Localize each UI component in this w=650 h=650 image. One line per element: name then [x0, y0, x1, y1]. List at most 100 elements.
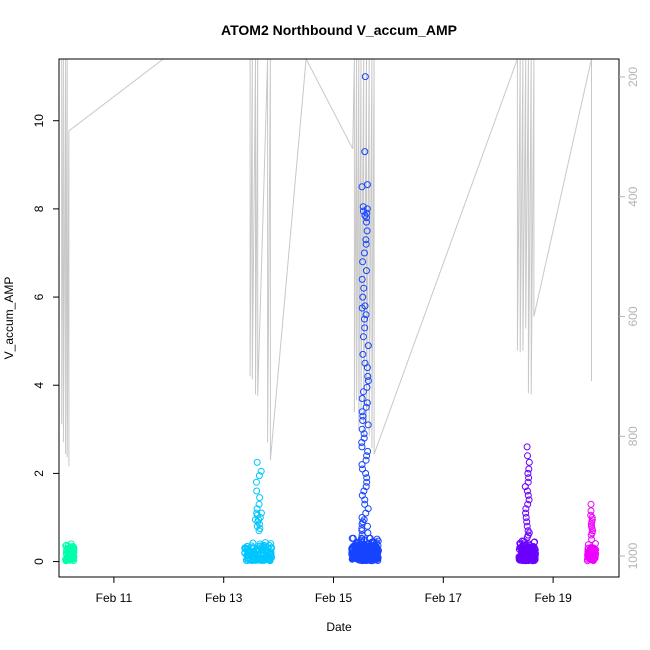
data-point	[587, 520, 595, 528]
data-point	[519, 545, 527, 553]
data-point	[587, 507, 595, 515]
data-point	[359, 293, 367, 301]
data-point	[358, 183, 366, 191]
data-point	[367, 552, 374, 560]
data-point	[363, 452, 371, 460]
data-point	[267, 540, 275, 548]
y2-tick-label: 400	[626, 186, 640, 206]
data-point	[363, 227, 371, 235]
y-tick-label: 6	[32, 293, 46, 300]
data-point	[359, 412, 367, 420]
data-point	[362, 311, 370, 319]
y-tick-label: 8	[32, 205, 46, 212]
data-point	[359, 203, 367, 211]
data-point	[524, 478, 532, 486]
data-point	[363, 205, 371, 213]
data-point	[363, 383, 371, 391]
data-point	[588, 536, 596, 543]
data-point	[363, 209, 371, 217]
scatter-points-layer	[62, 73, 600, 565]
data-point	[255, 516, 263, 524]
x-tick-label: Feb 19	[534, 591, 572, 605]
data-point	[265, 541, 273, 549]
data-point	[373, 552, 381, 560]
data-point	[358, 514, 366, 521]
data-point	[531, 554, 539, 562]
y2-tick-label: 800	[626, 426, 640, 446]
data-point	[364, 377, 372, 385]
y2-tick-label: 200	[626, 67, 640, 87]
data-point	[522, 514, 530, 521]
depth-line-layer	[61, 57, 592, 467]
data-point	[364, 372, 372, 380]
data-point	[363, 474, 371, 482]
data-point	[523, 443, 531, 451]
data-point	[361, 148, 369, 156]
data-point	[256, 494, 264, 502]
data-point	[361, 212, 369, 219]
data-point	[247, 548, 255, 556]
data-point	[253, 505, 261, 513]
data-point	[264, 548, 272, 556]
x-axis-label: Date	[326, 620, 352, 634]
data-point	[362, 236, 370, 244]
data-point	[360, 545, 368, 553]
data-point	[252, 478, 260, 486]
data-point	[257, 509, 265, 517]
data-point	[243, 553, 251, 561]
data-point	[358, 304, 366, 312]
data-point	[372, 543, 380, 551]
y-axis-label: V_accum_AMP	[2, 277, 16, 360]
data-point	[521, 483, 529, 491]
data-point	[373, 535, 381, 543]
data-point	[591, 540, 599, 548]
data-point	[256, 542, 263, 550]
data-point	[361, 544, 369, 552]
data-point	[524, 491, 532, 499]
data-point	[527, 555, 534, 563]
data-point	[361, 496, 369, 504]
data-point	[360, 430, 368, 438]
data-point	[530, 544, 537, 552]
data-point	[364, 529, 372, 537]
data-point	[68, 545, 76, 553]
data-point	[522, 505, 530, 513]
data-point	[364, 447, 372, 455]
data-point	[525, 465, 533, 473]
data-point	[523, 518, 531, 526]
data-point	[358, 531, 366, 539]
data-point	[360, 554, 368, 561]
data-point	[524, 469, 532, 477]
data-point	[584, 541, 592, 549]
data-point	[363, 399, 371, 407]
data-point	[360, 487, 368, 495]
data-point	[524, 452, 531, 460]
data-point	[590, 545, 598, 553]
data-point	[359, 258, 367, 266]
data-point	[364, 421, 372, 429]
data-point	[362, 240, 370, 248]
data-point	[260, 541, 268, 549]
data-point	[361, 500, 369, 508]
y-tick-label: 10	[32, 114, 46, 128]
y-tick-label: 0	[32, 558, 46, 565]
data-point	[253, 487, 261, 495]
x-axis: Feb 11 Feb 13 Feb 15 Feb 17 Feb 19	[96, 577, 572, 605]
data-point	[253, 509, 261, 517]
data-point	[587, 531, 595, 539]
data-point	[361, 324, 369, 332]
data-point	[359, 388, 367, 396]
depth-line	[61, 57, 592, 467]
y2-tick-label: 1000	[626, 542, 640, 569]
data-point	[256, 520, 263, 528]
data-point	[353, 538, 361, 546]
data-point	[588, 514, 596, 521]
data-point	[253, 458, 261, 466]
data-point	[253, 522, 261, 530]
y2-tick-label: 600	[626, 306, 640, 326]
data-point	[66, 543, 74, 551]
data-point	[586, 552, 594, 560]
data-point	[525, 458, 533, 466]
data-point	[522, 509, 530, 517]
data-point	[255, 500, 263, 508]
